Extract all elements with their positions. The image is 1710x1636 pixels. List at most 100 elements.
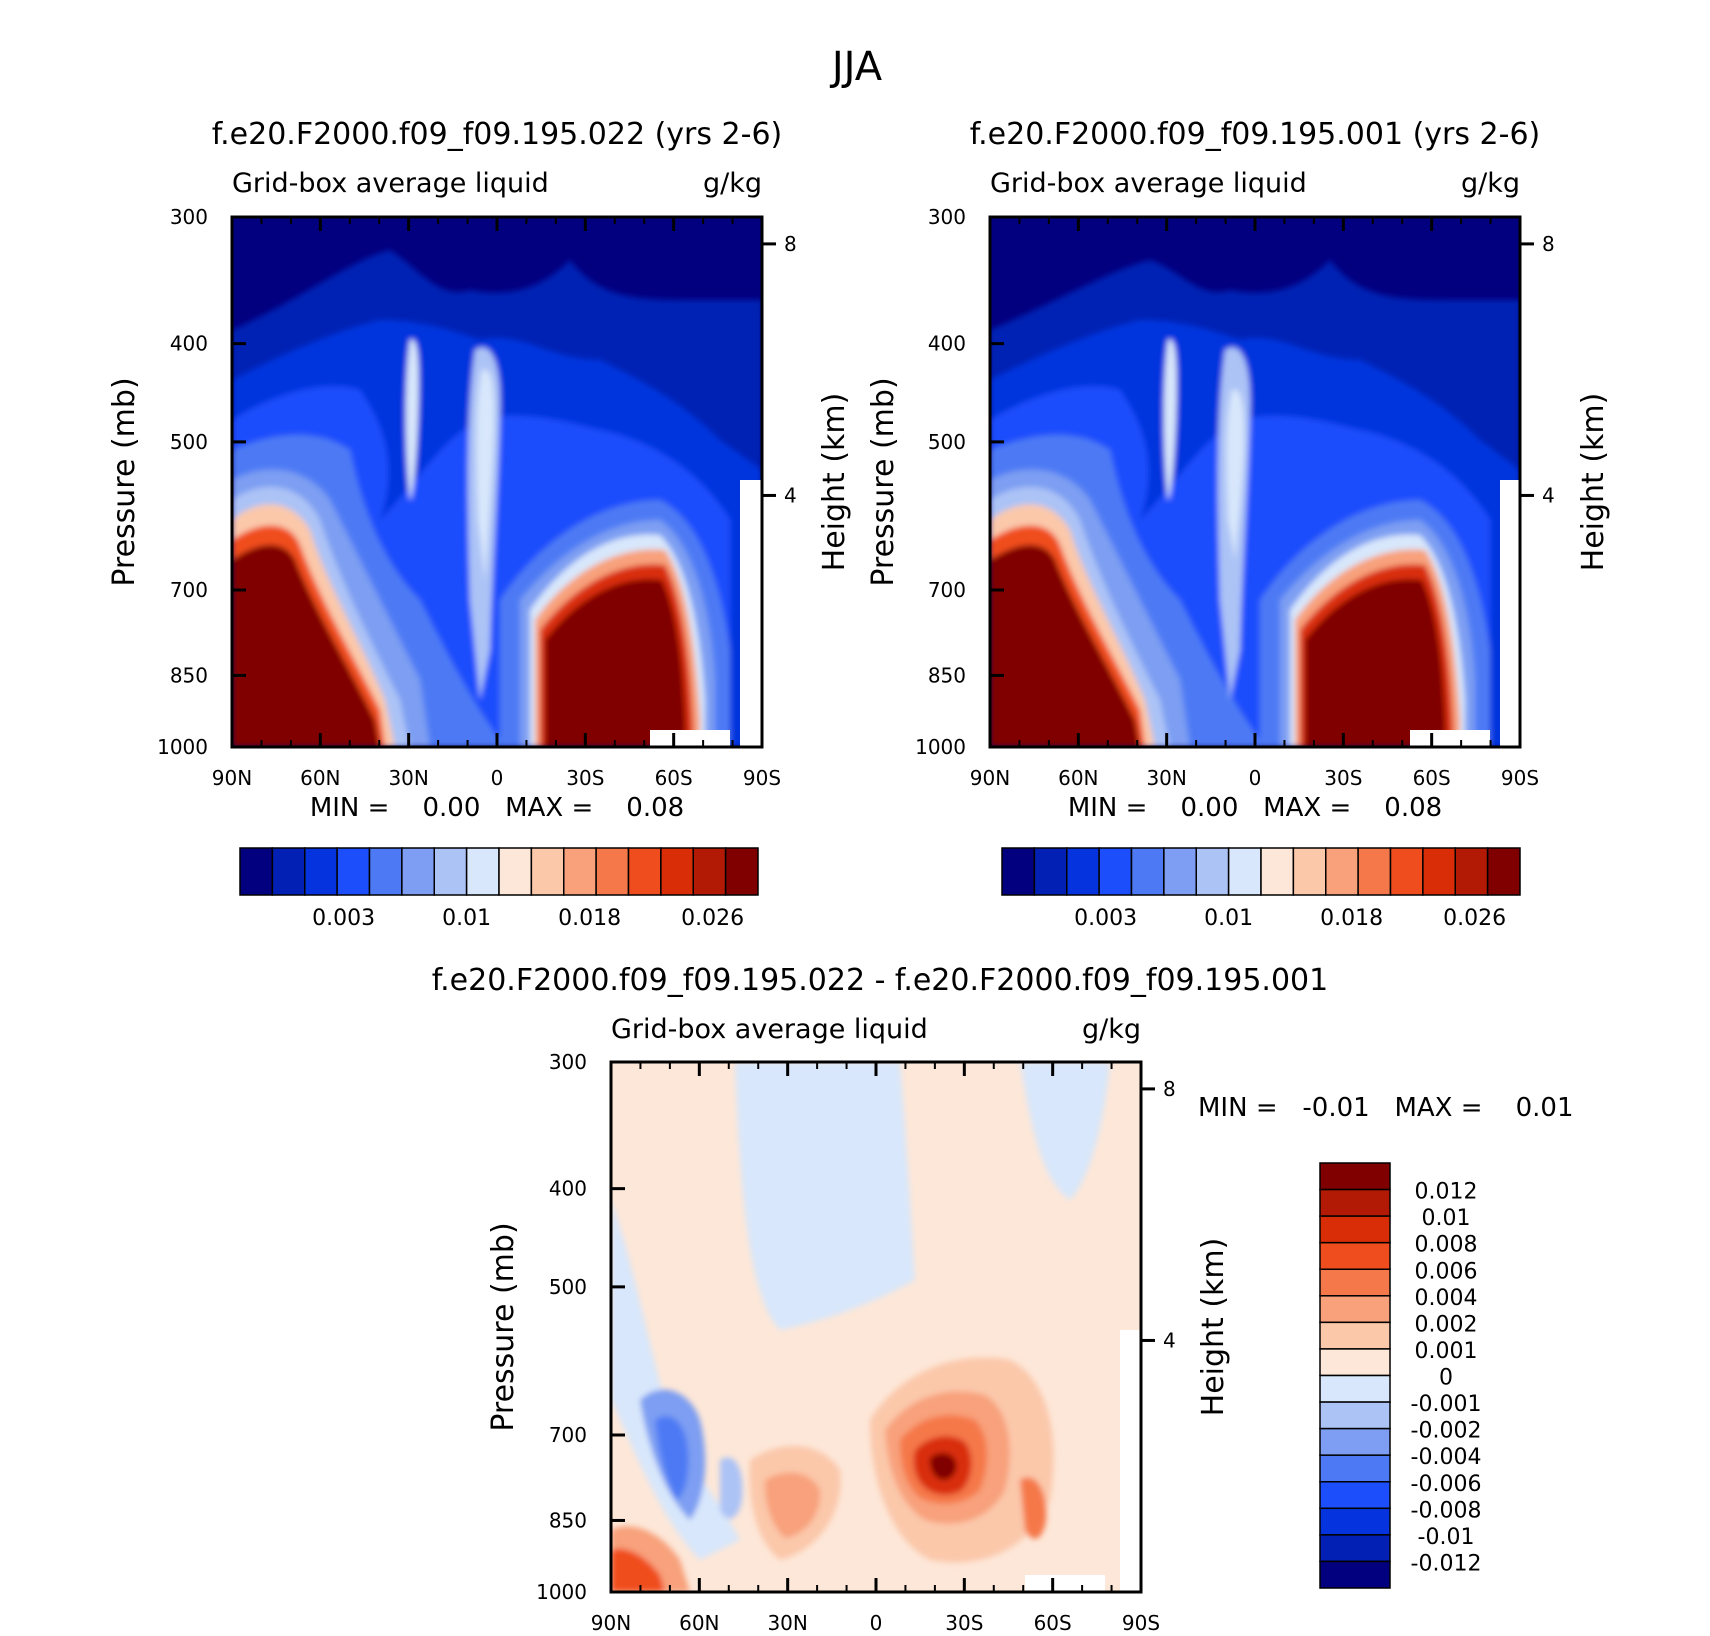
y-tick-label: 400 [170, 332, 208, 356]
colorbar-box [1319, 1241, 1391, 1270]
x-tick-label: 90N [212, 766, 252, 790]
colorbar-box [1260, 847, 1295, 896]
x-tick-label: 90S [1122, 1611, 1160, 1635]
y-tick-label: 1000 [536, 1580, 587, 1604]
colorbar-box [239, 847, 274, 896]
colorbar-box [692, 847, 727, 896]
x-tick-label: 30S [1324, 766, 1362, 790]
colorbar-box [1195, 847, 1230, 896]
colorbar-box [1319, 1162, 1391, 1191]
y-right-tick-label: 8 [1163, 1077, 1176, 1101]
panel-left-minmax: MIN = 0.00 MAX = 0.08 [310, 793, 684, 823]
colorbar-box [1319, 1268, 1391, 1297]
colorbar-box [660, 847, 694, 896]
colorbar-label: 0.001 [1415, 1339, 1478, 1364]
x-tick-label: 30S [566, 766, 604, 790]
colorbar-box [1319, 1481, 1391, 1510]
colorbar-box [401, 847, 435, 896]
panel-right-units: g/kg [1461, 168, 1520, 199]
colorbar-label: 0.012 [1415, 1180, 1478, 1205]
colorbar-box [1066, 847, 1100, 896]
colorbar-label: -0.002 [1411, 1419, 1482, 1444]
x-tick-label: 90N [591, 1611, 631, 1635]
colorbar-label: 0.003 [1074, 906, 1137, 931]
x-tick-label: 90S [743, 766, 781, 790]
y-tick-label: 500 [549, 1275, 587, 1299]
x-tick-label: 60S [1413, 766, 1451, 790]
y-tick-label: 850 [549, 1508, 587, 1532]
colorbar-label: 0.008 [1415, 1233, 1478, 1258]
colorbar-label: -0.008 [1411, 1498, 1482, 1523]
x-tick-label: 60S [655, 766, 693, 790]
colorbar-box [1319, 1534, 1391, 1563]
x-tick-label: 60N [300, 766, 340, 790]
panel-left-ylabel-right: Height (km) [817, 393, 852, 572]
colorbar-box [1319, 1507, 1391, 1536]
panel-diff-axes: 90N 60N 30N 0 30S 60S 90S 300 400 500 700 850 1000 8 4 [536, 1050, 1176, 1635]
y-tick-label: 700 [549, 1423, 587, 1447]
colorbar-box [498, 847, 533, 896]
x-tick-label: 60S [1034, 1611, 1072, 1635]
x-tick-label: 30N [388, 766, 428, 790]
colorbar-label: 0.018 [1320, 906, 1383, 931]
colorbar-label: 0.01 [442, 906, 491, 931]
y-tick-label: 1000 [915, 735, 966, 759]
panel-left-contour-field [232, 217, 762, 747]
panel-right-ylabel-right: Height (km) [1576, 393, 1611, 572]
panel-right-axes: 90N 60N 30N 0 30S 60S 90S 300 400 500 700 850 1000 8 4 [915, 205, 1555, 790]
figure-title: JJA [829, 44, 883, 90]
x-tick-label: 90S [1501, 766, 1539, 790]
panel-left-units: g/kg [703, 168, 762, 199]
colorbar-label: 0.01 [1204, 906, 1253, 931]
y-tick-label: 500 [170, 430, 208, 454]
panel-right-variable: Grid-box average liquid [990, 168, 1307, 199]
y-tick-label: 300 [170, 205, 208, 229]
colorbar-box [1389, 847, 1424, 896]
y-tick-label: 300 [549, 1050, 587, 1074]
y-tick-label: 850 [928, 663, 966, 687]
y-tick-label: 700 [928, 578, 966, 602]
y-tick-label: 700 [170, 578, 208, 602]
panel-diff-variable: Grid-box average liquid [611, 1014, 928, 1045]
colorbar-box [1033, 847, 1068, 896]
y-tick-label: 850 [170, 663, 208, 687]
colorbar-label: -0.01 [1418, 1525, 1475, 1550]
x-tick-label: 30N [767, 1611, 807, 1635]
colorbar-label: 0.01 [1422, 1206, 1471, 1231]
y-right-tick-label: 4 [1542, 483, 1555, 507]
x-tick-label: 0 [1249, 766, 1262, 790]
panel-diff-contour-field [611, 1062, 1141, 1592]
colorbar-label: 0.003 [312, 906, 375, 931]
panel-diff: f.e20.F2000.f09_f09.195.022 - f.e20.F200… [432, 963, 1574, 1635]
colorbar-box [1357, 847, 1392, 896]
panel-diff-minmax: MIN = -0.01 MAX = 0.01 [1198, 1093, 1574, 1123]
colorbar-box [1319, 1295, 1391, 1324]
panel-left-ylabel: Pressure (mb) [107, 377, 142, 586]
colorbar-label: -0.006 [1411, 1472, 1482, 1497]
panel-right-contour-field [990, 217, 1520, 747]
panel-right-colorbar: 0.003 0.01 0.018 0.026 [1001, 847, 1521, 931]
y-right-tick-label: 8 [784, 232, 797, 256]
colorbar-box [304, 847, 338, 896]
colorbar-box [1325, 847, 1359, 896]
x-tick-label: 30S [945, 1611, 983, 1635]
colorbar-box [1319, 1401, 1391, 1430]
panel-right-ylabel: Pressure (mb) [866, 377, 901, 586]
colorbar-box [1098, 847, 1133, 896]
colorbar-box [1319, 1215, 1391, 1244]
panel-left-variable: Grid-box average liquid [232, 168, 549, 199]
colorbar-label: 0.018 [558, 906, 621, 931]
colorbar-box [1227, 847, 1262, 896]
x-tick-label: 60N [679, 1611, 719, 1635]
panel-diff-case-title: f.e20.F2000.f09_f09.195.022 - f.e20.F200… [432, 963, 1328, 998]
y-tick-label: 400 [549, 1177, 587, 1201]
y-tick-label: 1000 [157, 735, 208, 759]
x-tick-label: 90N [970, 766, 1010, 790]
colorbar-box [1486, 847, 1521, 896]
colorbar-box [1319, 1454, 1391, 1483]
panel-left-colorbar: 0.003 0.01 0.018 0.026 [239, 847, 759, 931]
colorbar-label: 0.004 [1415, 1286, 1478, 1311]
colorbar-box [336, 847, 371, 896]
y-tick-label: 500 [928, 430, 966, 454]
